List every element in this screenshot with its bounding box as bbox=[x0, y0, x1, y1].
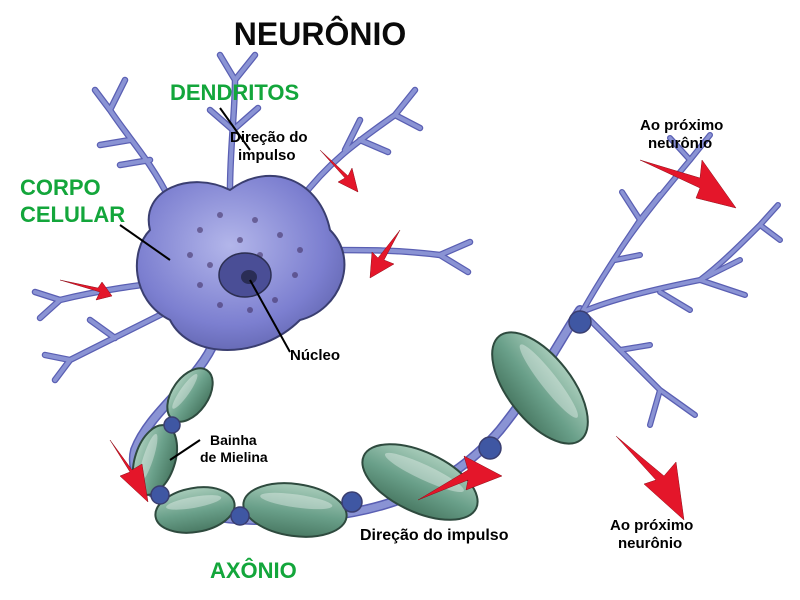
label-nucleo: Núcleo bbox=[290, 347, 340, 364]
node-of-ranvier bbox=[231, 507, 249, 525]
label-direcao2: Direção do impulso bbox=[360, 527, 509, 544]
label-corpo1: CORPO bbox=[20, 175, 101, 200]
nissl-dot bbox=[187, 252, 193, 258]
nissl-dot bbox=[247, 307, 253, 313]
nissl-dot bbox=[297, 247, 303, 253]
nissl-dot bbox=[252, 217, 258, 223]
node-of-ranvier bbox=[342, 492, 362, 512]
label-prox1a: Ao próximo bbox=[640, 117, 723, 134]
label-prox2a: Ao próximo bbox=[610, 517, 693, 534]
nissl-dot bbox=[217, 302, 223, 308]
diagram-title: NEURÔNIO bbox=[234, 16, 406, 52]
nissl-dot bbox=[197, 282, 203, 288]
nissl-dot bbox=[197, 227, 203, 233]
node-of-ranvier bbox=[569, 311, 591, 333]
nissl-dot bbox=[237, 237, 243, 243]
label-corpo2: CELULAR bbox=[20, 202, 125, 227]
nissl-dot bbox=[277, 232, 283, 238]
label-direcao1b: impulso bbox=[238, 147, 296, 164]
nissl-dot bbox=[292, 272, 298, 278]
label-axonio: AXÔNIO bbox=[210, 558, 297, 583]
label-prox1b: neurônio bbox=[648, 135, 712, 152]
nissl-dot bbox=[272, 297, 278, 303]
label-prox2b: neurônio bbox=[618, 535, 682, 552]
node-of-ranvier bbox=[151, 486, 169, 504]
nucleolus bbox=[241, 270, 257, 284]
label-bainha2: de Mielina bbox=[200, 449, 268, 465]
neuron-diagram: NEURÔNIO DENDRITOS CORPOCELULAR AXÔNIO Direç… bbox=[0, 0, 800, 600]
label-direcao1a: Direção do bbox=[230, 129, 308, 146]
nissl-dot bbox=[217, 212, 223, 218]
node-of-ranvier bbox=[479, 437, 501, 459]
label-dendritos: DENDRITOS bbox=[170, 80, 299, 105]
nissl-dot bbox=[207, 262, 213, 268]
label-bainha1: Bainha bbox=[210, 432, 257, 448]
node-of-ranvier bbox=[164, 417, 180, 433]
